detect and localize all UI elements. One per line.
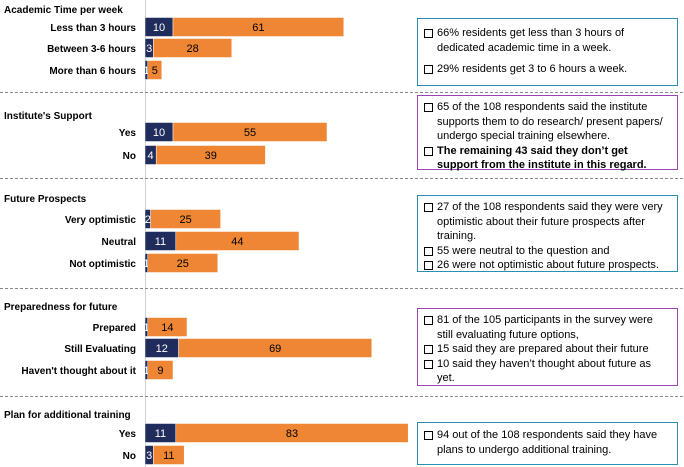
- data-label: 25: [179, 214, 191, 226]
- category-label: Prepared: [93, 323, 136, 334]
- annotation-point: 81 of the 105 participants in the survey…: [424, 313, 671, 342]
- group-title: Institute's Support: [4, 111, 93, 122]
- data-label: 3: [146, 43, 152, 55]
- group-title: Academic Time per week: [4, 5, 123, 16]
- group-title: Plan for additional training: [4, 410, 131, 421]
- data-label: 9: [157, 365, 163, 377]
- category-label: Between 3-6 hours: [47, 44, 136, 55]
- category-label: No: [123, 451, 136, 462]
- category-label: More than 6 hours: [49, 66, 136, 77]
- data-label: 10: [153, 127, 165, 139]
- data-label: 12: [156, 343, 168, 355]
- data-label: 11: [163, 450, 174, 462]
- bar-orange: [155, 145, 266, 165]
- data-label: 44: [231, 236, 243, 248]
- annotation-point: 29% residents get 3 to 6 hours a week.: [424, 62, 671, 77]
- annotation-point: 66% residents get less than 3 hours of d…: [424, 26, 671, 55]
- data-label: 10: [153, 22, 165, 34]
- bar-orange: [147, 253, 219, 273]
- annotation-point: 10 said they haven’t thought about futur…: [424, 357, 671, 386]
- group-title: Future Prospects: [4, 194, 87, 205]
- data-label: 55: [244, 127, 256, 139]
- category-label: Yes: [119, 429, 137, 440]
- data-label: 1: [143, 65, 149, 77]
- annotation-box: 27 of the 108 respondents said they were…: [417, 195, 678, 272]
- data-label: 2: [145, 214, 151, 226]
- data-label: 3: [146, 450, 152, 462]
- data-label: 1: [143, 258, 149, 270]
- data-label: 28: [186, 43, 198, 55]
- data-label: 14: [161, 322, 173, 334]
- annotation-point: 65 of the 108 respondents said the insti…: [424, 100, 671, 144]
- annotation-box: 66% residents get less than 3 hours of d…: [417, 18, 678, 86]
- bar-orange: [172, 17, 345, 37]
- data-label: 4: [148, 150, 154, 162]
- data-label: 83: [286, 428, 298, 440]
- category-label: Not optimistic: [69, 259, 136, 270]
- bar-orange: [153, 38, 233, 58]
- annotation-point: 94 out of the 108 respondents said they …: [424, 428, 671, 457]
- bar-orange: [147, 317, 188, 337]
- data-label: 39: [205, 150, 217, 162]
- bar-orange: [178, 338, 373, 358]
- data-label: 5: [152, 65, 158, 77]
- category-label: Very optimistic: [65, 215, 137, 226]
- annotation-point: 55 were neutral to the question and: [424, 244, 671, 259]
- bar-orange: [175, 231, 300, 251]
- category-label: Still Evaluating: [64, 344, 136, 355]
- data-label: 69: [269, 343, 281, 355]
- category-label: Haven't thought about it: [21, 366, 136, 377]
- data-label: 61: [252, 22, 264, 34]
- data-label: 1: [143, 365, 149, 377]
- annotation-box: 65 of the 108 respondents said the insti…: [417, 95, 678, 173]
- data-label: 11: [155, 428, 166, 440]
- category-label: Less than 3 hours: [50, 23, 136, 34]
- bar-orange: [153, 445, 185, 465]
- annotation-box: 81 of the 105 participants in the survey…: [417, 308, 678, 386]
- category-label: No: [123, 151, 136, 162]
- annotation-point: 15 said they are prepared about their fu…: [424, 342, 671, 357]
- data-label: 11: [155, 236, 166, 248]
- bar-orange: [150, 209, 221, 229]
- category-label: Yes: [119, 128, 137, 139]
- group-title: Preparedness for future: [4, 302, 118, 313]
- bar-orange: [172, 122, 328, 142]
- annotation-point: The remaining 43 said they don’t get sup…: [424, 144, 671, 173]
- bar-orange: [147, 360, 174, 380]
- data-label: 25: [177, 258, 189, 270]
- annotation-point: 27 of the 108 respondents said they were…: [424, 200, 671, 244]
- data-label: 1: [143, 322, 149, 334]
- bar-orange: [175, 423, 409, 443]
- category-label: Neutral: [102, 237, 137, 248]
- annotation-box: 94 out of the 108 respondents said they …: [417, 422, 678, 465]
- annotation-point: 26 were not optimistic about future pros…: [424, 258, 671, 273]
- bar-orange: [147, 60, 163, 80]
